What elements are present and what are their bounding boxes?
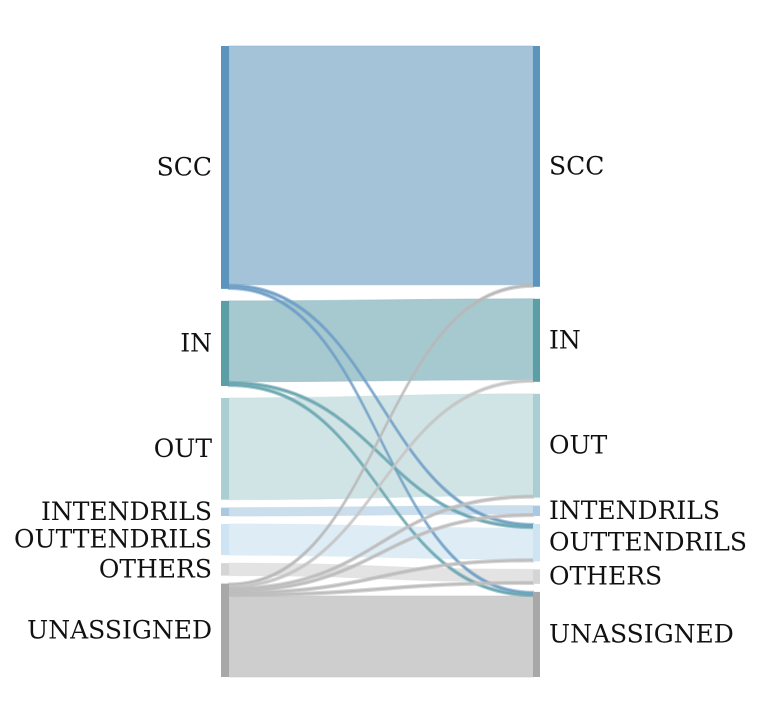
left-label-in: IN [180,328,212,357]
left-label-unassigned: UNASSIGNED [27,615,212,644]
flow-unassigned-to-in [227,378,535,589]
right-label-unassigned: UNASSIGNED [549,619,734,648]
right-node-scc [533,46,540,287]
flows-layer [227,45,535,678]
left-label-out: OUT [154,434,213,463]
left-node-out [221,397,229,500]
flow-in-to-in [228,298,534,383]
left-label-intendrils: INTENDRILS [41,497,212,526]
right-label-intendrils: INTENDRILS [549,496,720,525]
right-node-unassigned [533,591,540,677]
nodes-layer [221,46,540,677]
flow-unassigned-to-unassigned [228,595,534,678]
right-label-outtendrils: OUTTENDRILS [549,528,747,557]
right-node-outtendrils [533,523,540,562]
left-node-unassigned [221,583,229,677]
right-node-in [533,298,540,382]
left-node-others [221,563,229,576]
right-label-in: IN [549,325,581,354]
flow-unassigned-to-others [227,580,535,598]
flow-scc-to-scc [228,45,534,286]
left-label-others: OTHERS [99,554,212,583]
labels-layer: SCCINOUTINTENDRILSOUTTENDRILSOTHERSUNASS… [14,151,747,648]
right-node-others [533,569,540,584]
right-label-others: OTHERS [549,562,662,591]
left-node-intendrils [221,507,229,516]
left-node-in [221,300,229,386]
left-node-scc [221,46,229,289]
right-node-out [533,393,540,498]
left-label-scc: SCC [157,152,212,181]
left-node-outtendrils [221,523,229,556]
left-label-outtendrils: OUTTENDRILS [14,525,212,554]
right-node-intendrils [533,505,540,516]
right-label-scc: SCC [549,151,604,180]
right-label-out: OUT [549,431,608,460]
